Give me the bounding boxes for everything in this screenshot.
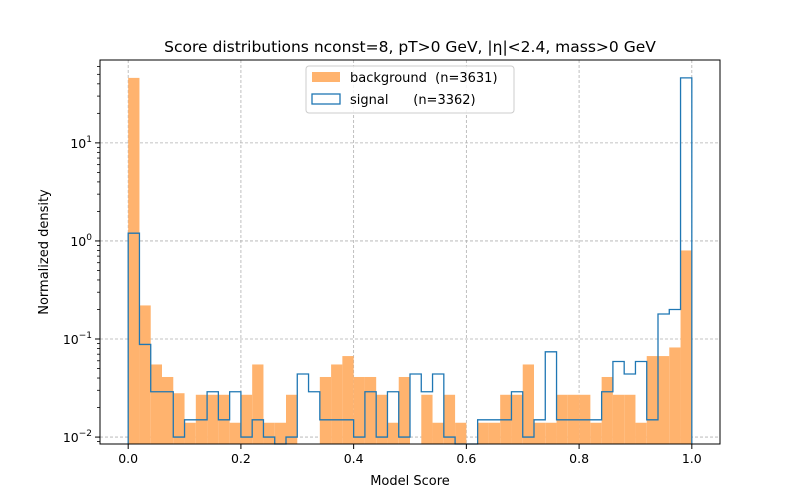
background-bar <box>658 356 670 444</box>
background-bar <box>139 305 151 444</box>
chart-title: Score distributions nconst=8, pT>0 GeV, … <box>164 38 656 56</box>
legend-label-background: background (n=3631) <box>350 71 498 86</box>
legend-box <box>305 65 515 114</box>
background-bar <box>646 356 658 444</box>
background-bar <box>477 422 489 444</box>
background-bar <box>522 364 534 444</box>
background-bar <box>612 394 625 444</box>
background-bar <box>624 394 636 444</box>
background-bar <box>443 394 456 444</box>
legend-swatch-background <box>312 72 340 82</box>
background-bar <box>128 77 140 445</box>
x-tick-label: 0.2 <box>231 451 251 466</box>
background-bar <box>601 376 613 444</box>
background-bar <box>240 394 253 444</box>
background-bar <box>184 422 196 444</box>
background-bar <box>432 422 444 444</box>
background-bar <box>342 356 354 444</box>
legend-label-signal: signal (n=3362) <box>350 93 476 108</box>
x-tick-label: 1.0 <box>682 451 702 466</box>
legend-swatch-signal <box>311 93 341 105</box>
background-bar <box>534 422 546 444</box>
background-bar <box>455 422 467 444</box>
background-bar <box>488 422 501 444</box>
background-bar <box>398 376 410 444</box>
background-bar <box>545 422 557 444</box>
background-bar <box>331 364 343 444</box>
x-tick-label: 0.8 <box>569 451 589 466</box>
y-tick-label: 10−1 <box>63 331 92 347</box>
background-bar <box>669 347 681 444</box>
background-bar <box>274 422 286 444</box>
background-bar <box>353 376 365 444</box>
x-axis-label: Model Score <box>370 474 450 489</box>
y-axis-label: Normalized density <box>37 189 52 315</box>
x-tick-label: 0.0 <box>118 451 138 466</box>
background-bar <box>173 393 185 444</box>
background-bar <box>162 376 174 444</box>
x-axis-ticks: 0.0 0.2 0.4 0.6 0.8 1.0 <box>118 444 702 466</box>
background-bar <box>150 364 162 444</box>
y-tick-label: 10−2 <box>63 429 92 445</box>
background-bar <box>207 394 219 444</box>
background-bar <box>387 422 399 444</box>
plot-frame <box>99 59 721 445</box>
background-bar <box>286 394 298 444</box>
x-tick-label: 0.4 <box>344 451 364 466</box>
background-bar <box>319 376 332 444</box>
background-bar <box>680 250 692 444</box>
background-bar <box>252 364 264 444</box>
background-bar <box>364 376 377 444</box>
background-bar <box>263 422 275 444</box>
signal-step-histogram <box>127 77 693 445</box>
background-bar <box>421 394 433 444</box>
background-bar <box>376 394 388 444</box>
background-bar <box>590 422 602 444</box>
background-bar <box>229 422 241 444</box>
background-bar <box>635 422 647 444</box>
legend: background (n=3631) signal (n=3362) <box>305 65 515 114</box>
x-tick-label: 0.6 <box>456 451 476 466</box>
y-tick-label: 100 <box>70 233 92 249</box>
y-axis-ticks: 10−2 10−1 100 101 <box>63 66 100 445</box>
y-tick-label: 101 <box>70 135 92 151</box>
background-bar <box>511 394 523 444</box>
